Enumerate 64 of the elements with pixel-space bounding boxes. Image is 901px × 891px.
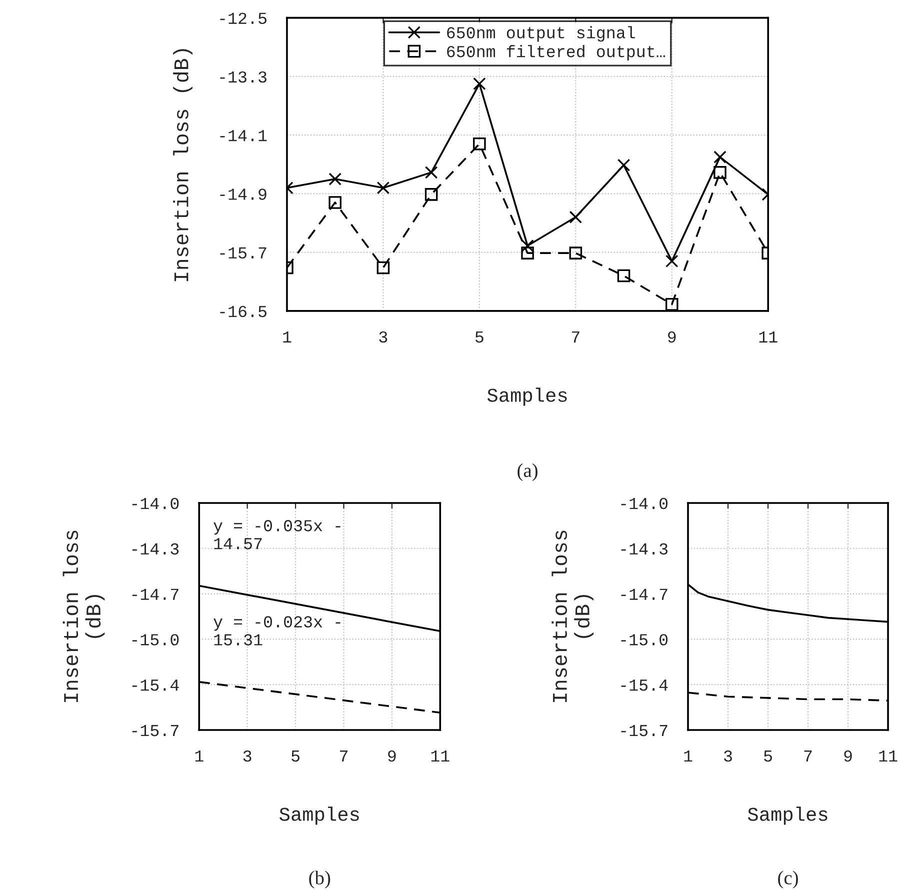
x-tick-label: 3 bbox=[379, 331, 388, 343]
y-tick-label: -14.3 bbox=[621, 543, 668, 555]
x-tick-label: 7 bbox=[804, 750, 812, 762]
x-tick-label: 3 bbox=[243, 750, 252, 762]
y-tick-label: -15.0 bbox=[621, 634, 668, 646]
point bbox=[376, 261, 390, 274]
y-axis-title: Insertion loss (dB) bbox=[552, 530, 594, 702]
y-tick-label: -15.7 bbox=[621, 725, 668, 736]
text: (b) bbox=[309, 870, 330, 888]
x-tick-label: 3 bbox=[724, 750, 732, 762]
y-tick-label: -14.7 bbox=[621, 588, 668, 600]
point bbox=[473, 137, 486, 150]
y-tick-label: -15.4 bbox=[132, 680, 179, 691]
text: (c) bbox=[778, 870, 798, 888]
point bbox=[521, 246, 534, 260]
point bbox=[665, 254, 678, 268]
x-tick-label: 5 bbox=[292, 750, 300, 762]
x-tick-label: 1 bbox=[195, 750, 204, 762]
y-tick-label: -14.0 bbox=[132, 498, 179, 510]
point bbox=[424, 166, 438, 179]
point bbox=[376, 181, 390, 194]
point bbox=[328, 196, 342, 209]
y-tick-label: -15.4 bbox=[621, 680, 668, 691]
y-tick-label: -16.5 bbox=[220, 306, 266, 318]
y-tick-label: -15.7 bbox=[132, 725, 178, 736]
y-tick-label: -14.3 bbox=[132, 543, 179, 555]
point bbox=[617, 269, 630, 282]
text: (a) bbox=[518, 463, 538, 482]
x-axis-title: Samples bbox=[280, 806, 359, 825]
x-tick-label: 7 bbox=[340, 750, 348, 762]
x-tick-label: 9 bbox=[844, 750, 852, 762]
x-tick-label: 11 bbox=[431, 750, 450, 762]
x-tick-label: 1 bbox=[283, 332, 292, 342]
y-tick-label: -14.7 bbox=[132, 588, 178, 600]
x-tick-label: 11 bbox=[879, 750, 898, 762]
point bbox=[473, 77, 486, 90]
y-axis-title: Insertion loss (dB) bbox=[62, 530, 105, 702]
y-axis-title: Insertion loss (dB) bbox=[173, 49, 193, 282]
point bbox=[714, 150, 726, 164]
x-tick-label: 5 bbox=[764, 750, 772, 762]
x-axis-title: Samples bbox=[748, 806, 828, 825]
point bbox=[328, 172, 342, 186]
x-tick-label: 9 bbox=[388, 750, 396, 762]
y-tick-label: -13.3 bbox=[220, 71, 266, 83]
annotation: y = -0.035x - 14.57 bbox=[214, 520, 340, 550]
x-tick-label: 1 bbox=[684, 750, 692, 762]
legend-label: 650nm filtered output… bbox=[447, 45, 665, 61]
point bbox=[424, 188, 438, 201]
x-tick-label: 9 bbox=[668, 331, 676, 343]
x-tick-label: 11 bbox=[759, 332, 778, 342]
y-tick-label: -14.9 bbox=[220, 188, 266, 200]
legend-label: 650nm output signal bbox=[447, 26, 635, 42]
y-tick-label: -12.5 bbox=[220, 12, 266, 24]
point bbox=[714, 166, 726, 179]
point bbox=[569, 246, 582, 260]
x-axis-title: Samples bbox=[487, 388, 567, 406]
y-tick-label: -14.1 bbox=[220, 130, 267, 142]
y-tick-label: -15.7 bbox=[220, 247, 266, 259]
point bbox=[665, 298, 678, 311]
annotation: y = -0.023x - 15.31 bbox=[214, 616, 340, 646]
x-tick-label: 7 bbox=[572, 332, 580, 342]
y-tick-label: -14.0 bbox=[621, 498, 668, 510]
x-tick-label: 5 bbox=[475, 332, 484, 343]
y-tick-label: -15.0 bbox=[132, 634, 179, 646]
